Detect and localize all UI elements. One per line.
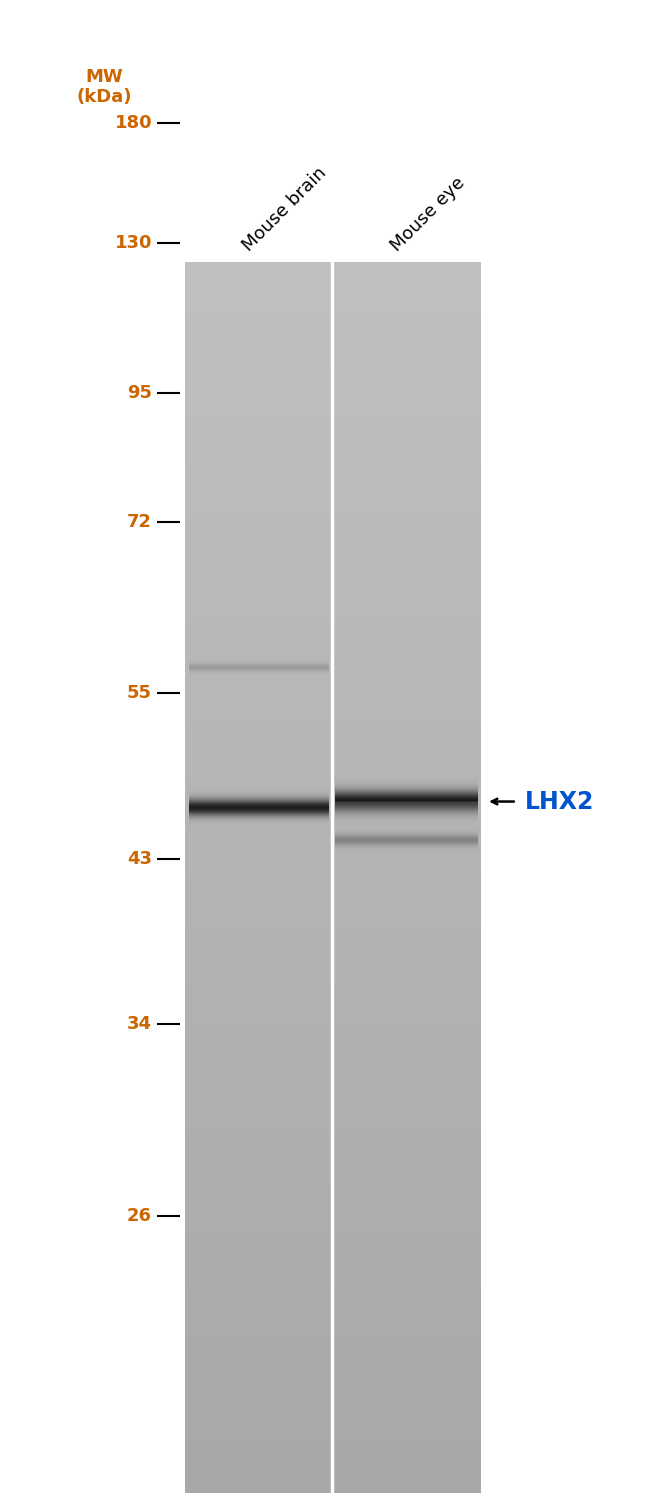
Text: 34: 34 [127,1015,152,1033]
Text: LHX2: LHX2 [525,790,594,814]
Text: 55: 55 [127,684,152,702]
Text: 180: 180 [114,114,152,132]
Text: Mouse eye: Mouse eye [387,174,469,255]
Text: 95: 95 [127,384,152,402]
Text: Mouse brain: Mouse brain [239,164,330,255]
Text: 43: 43 [127,850,152,868]
Text: MW
(kDa): MW (kDa) [76,68,132,107]
Text: 72: 72 [127,513,152,531]
Text: 130: 130 [114,234,152,252]
Text: 26: 26 [127,1207,152,1225]
